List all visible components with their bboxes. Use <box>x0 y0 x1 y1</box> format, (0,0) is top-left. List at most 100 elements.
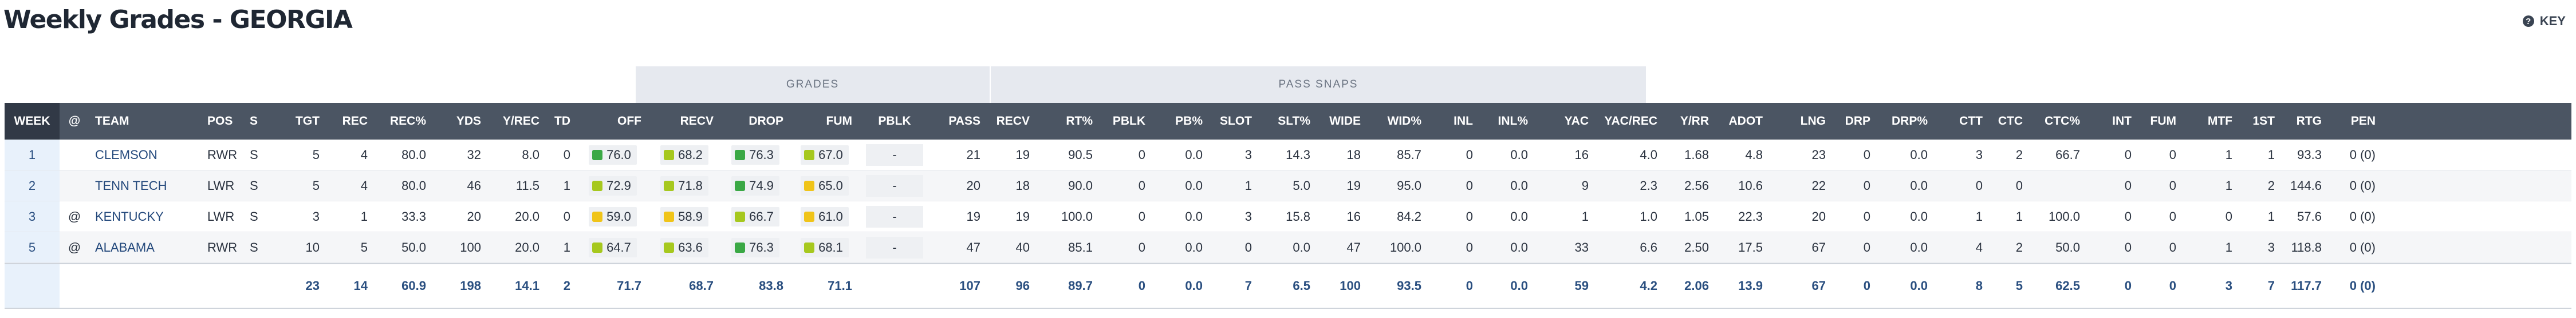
cell-ctc: 2 <box>2015 240 2023 255</box>
column-header-off[interactable]: OFF <box>617 114 641 128</box>
cell-pb-pct: 0.0 <box>1185 178 1203 193</box>
grade-chip: 58.9 <box>660 206 708 226</box>
column-header-adot[interactable]: ADOT <box>1728 114 1763 128</box>
column-header-week[interactable]: WEEK <box>5 103 60 140</box>
grade-chip: 59.0 <box>589 206 637 226</box>
column-header-rec-pct[interactable]: REC% <box>389 114 426 128</box>
column-header-pos[interactable]: POS <box>207 114 233 128</box>
column-header-inl[interactable]: INL <box>1454 114 1473 128</box>
cell-team[interactable]: ALABAMA <box>95 240 155 255</box>
column-header-pb-pct[interactable]: PB% <box>1175 114 1203 128</box>
column-header-mtf[interactable]: MTF <box>2207 114 2232 128</box>
column-header-inl-pct[interactable]: INL% <box>1498 114 1529 128</box>
table-row: 1 CLEMSON RWR S 5 4 80.0 32 8.0 0 76.0 68.2 76.3 67.0… <box>5 140 2571 170</box>
total-slot: 7 <box>1244 279 1252 293</box>
cell-team[interactable]: TENN TECH <box>95 178 167 193</box>
column-header-tgt[interactable]: TGT <box>296 114 320 128</box>
table-row: 2 TENN TECH LWR S 5 4 80.0 46 11.5 1 72.9 71.8 74.9 6… <box>5 170 2571 201</box>
column-header-lng[interactable]: LNG <box>1800 114 1826 128</box>
cell-y-rr: 1.05 <box>1684 209 1709 224</box>
cell-rec-pct: 80.0 <box>401 147 426 162</box>
cell-drp: 0 <box>1863 178 1870 193</box>
column-header-pass[interactable]: PASS <box>948 114 980 128</box>
cell-yac-rec: 4.0 <box>1640 147 1657 162</box>
cell-s: S <box>250 147 258 162</box>
column-header-y-rr[interactable]: Y/RR <box>1680 114 1709 128</box>
column-header-drp[interactable]: DRP <box>1845 114 1870 128</box>
column-header-rec[interactable]: REC <box>342 114 368 128</box>
pblk-grade-empty: - <box>866 236 923 259</box>
column-header-s[interactable]: S <box>250 114 258 128</box>
cell-week: 3 <box>5 201 60 232</box>
column-header-pblk[interactable]: PBLK <box>878 114 911 128</box>
cell-inl: 0 <box>1466 209 1473 224</box>
key-button[interactable]: ? KEY <box>2522 13 2566 30</box>
column-header-slot[interactable]: SLOT <box>1220 114 1252 128</box>
cell-first: 2 <box>2267 178 2275 193</box>
column-header-recv2[interactable]: RECV <box>996 114 1030 128</box>
grade-value: 76.3 <box>749 240 774 255</box>
cell-team[interactable]: KENTUCKY <box>95 209 164 224</box>
cell-rtg: 93.3 <box>2297 147 2322 162</box>
column-header-yac[interactable]: YAC <box>1564 114 1589 128</box>
cell-wide: 16 <box>1346 209 1361 224</box>
grade-value: 65.0 <box>818 178 843 193</box>
total-y-rec: 14.1 <box>515 279 539 293</box>
column-header-wid-pct[interactable]: WID% <box>1387 114 1422 128</box>
column-header-wide[interactable]: WIDE <box>1329 114 1361 128</box>
column-header-team[interactable]: TEAM <box>95 114 129 128</box>
total-slt-pct: 6.5 <box>1293 279 1310 293</box>
grade-color-indicator <box>592 242 603 253</box>
cell-drp: 0 <box>1863 240 1870 255</box>
total-ctc-pct: 62.5 <box>2055 279 2080 293</box>
total-yac: 59 <box>1574 279 1589 293</box>
column-header-yds[interactable]: YDS <box>456 114 481 128</box>
column-header-fum[interactable]: FUM <box>826 114 853 128</box>
cell-team[interactable]: CLEMSON <box>95 147 157 162</box>
column-header-ctt[interactable]: CTT <box>1959 114 1983 128</box>
column-header-y-rec[interactable]: Y/REC <box>502 114 539 128</box>
cell-adot: 4.8 <box>1745 147 1763 162</box>
cell-pb-pct: 0.0 <box>1185 209 1203 224</box>
grade-value: 74.9 <box>749 178 774 193</box>
cell-pass: 21 <box>966 147 980 162</box>
cell-yac: 33 <box>1574 240 1589 255</box>
column-header-drop[interactable]: DROP <box>749 114 783 128</box>
cell-tgt: 3 <box>312 209 320 224</box>
cell-pen: 0 (0) <box>2349 240 2376 255</box>
grade-value: 61.0 <box>818 209 843 224</box>
cell-first: 3 <box>2267 240 2275 255</box>
total-y-rr: 2.06 <box>1684 279 1709 293</box>
cell-slot: 1 <box>1244 178 1252 193</box>
cell-drop: 76.3 <box>720 140 790 170</box>
column-header-ctc[interactable]: CTC <box>1998 114 2023 128</box>
grade-chip: 63.6 <box>660 237 708 257</box>
column-header-rtg[interactable]: RTG <box>2296 114 2322 128</box>
column-header-rt-pct[interactable]: RT% <box>1066 114 1093 128</box>
grade-value: 68.2 <box>678 147 703 162</box>
total-drp: 0 <box>1863 279 1870 293</box>
column-header-fum2[interactable]: FUM <box>2150 114 2177 128</box>
cell-ctc: 0 <box>2015 178 2023 193</box>
cell-inl: 0 <box>1466 240 1473 255</box>
column-header-drp-pct[interactable]: DRP% <box>1891 114 1928 128</box>
cell-drp-pct: 0.0 <box>1910 147 1928 162</box>
column-header-td[interactable]: TD <box>554 114 570 128</box>
total-fum: 71.1 <box>828 279 852 293</box>
column-header-slt-pct[interactable]: SLT% <box>1278 114 1310 128</box>
column-header-yac-rec[interactable]: YAC/REC <box>1604 114 1657 128</box>
column-header-at[interactable]: @ <box>68 114 81 128</box>
cell-y-rec: 8.0 <box>522 147 539 162</box>
cell-lng: 20 <box>1811 209 1826 224</box>
column-header-pen[interactable]: PEN <box>2350 114 2376 128</box>
total-pblk <box>859 264 930 308</box>
cell-int: 0 <box>2124 178 2132 193</box>
column-header-recv[interactable]: RECV <box>680 114 714 128</box>
column-header-first[interactable]: 1ST <box>2252 114 2275 128</box>
cell-yac-rec: 1.0 <box>1640 209 1657 224</box>
column-header-int[interactable]: INT <box>2112 114 2132 128</box>
column-header-pblk2[interactable]: PBLK <box>1112 114 1145 128</box>
column-header-ctc-pct[interactable]: CTC% <box>2045 114 2080 128</box>
cell-pass: 47 <box>966 240 980 255</box>
cell-y-rr: 1.68 <box>1684 147 1709 162</box>
